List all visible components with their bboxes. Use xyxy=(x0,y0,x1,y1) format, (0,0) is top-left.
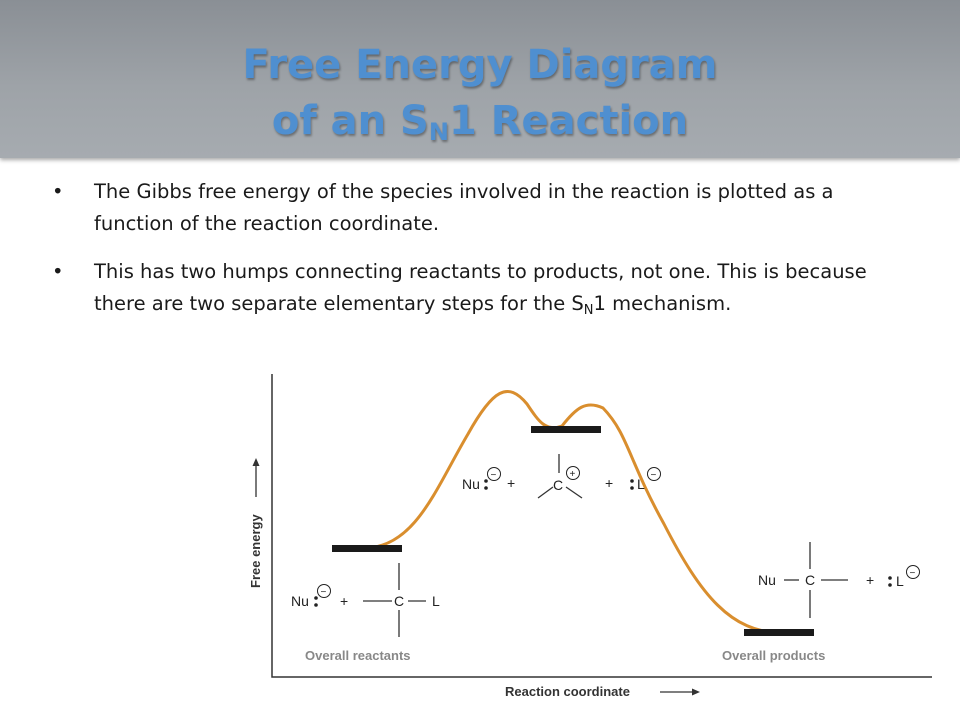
plus-sign: + xyxy=(340,593,348,609)
minus-charge-icon xyxy=(647,467,661,481)
energy-curve xyxy=(365,390,782,635)
bullet-dot: • xyxy=(52,180,64,203)
bullet-dot: • xyxy=(52,260,64,283)
overall-products-label: Overall products xyxy=(722,648,825,663)
svg-text:−: − xyxy=(491,470,497,481)
reactants-level xyxy=(332,545,402,552)
title-banner: Free Energy Diagram of an SN1 Reaction xyxy=(0,0,960,158)
carbocation-c-label: C xyxy=(553,477,563,493)
leaving-group-label: L xyxy=(637,476,645,492)
diagram-frame xyxy=(271,374,932,678)
svg-text:−: − xyxy=(910,568,916,579)
leaving-group-label: L xyxy=(432,593,440,609)
svg-text:−: − xyxy=(321,587,327,598)
minus-charge-icon xyxy=(487,467,501,481)
carbon-label: C xyxy=(805,572,815,588)
reactants-species: Nu − + C L xyxy=(291,563,440,637)
nu-label: Nu xyxy=(462,476,480,492)
plus-sign: + xyxy=(507,475,515,491)
minus-charge-icon xyxy=(906,565,920,579)
nu-label: Nu xyxy=(291,593,309,609)
svg-text:−: − xyxy=(651,470,657,481)
products-species: Nu C + L − xyxy=(758,542,920,618)
intermediate-species: Nu − + C + + L − xyxy=(462,454,661,499)
minus-charge-icon xyxy=(317,584,331,598)
bullet-1-text: The Gibbs free energy of the species inv… xyxy=(94,180,834,235)
title-line-1: Free Energy Diagram xyxy=(242,42,718,88)
plus-charge-icon xyxy=(566,466,580,480)
free-energy-diagram: Free energy Reaction coordinate Nu − + C… xyxy=(248,374,932,699)
svg-text:+: + xyxy=(570,469,576,480)
leaving-group-label: L xyxy=(896,573,904,589)
plus-sign: + xyxy=(605,475,613,491)
y-axis-label: Free energy xyxy=(248,514,263,588)
products-level xyxy=(744,629,814,636)
y-axis-arrowhead xyxy=(252,458,260,466)
x-axis-label: Reaction coordinate xyxy=(505,684,630,699)
intermediate-level xyxy=(531,426,601,433)
plus-sign: + xyxy=(866,572,874,588)
bullet-2-text: This has two humps connecting reactants … xyxy=(94,260,867,318)
title-line-2: of an SN1 Reaction xyxy=(271,98,689,146)
overall-reactants-label: Overall reactants xyxy=(305,648,411,663)
nu-label: Nu xyxy=(758,572,776,588)
x-axis-arrowhead xyxy=(692,688,700,696)
carbon-label: C xyxy=(394,593,404,609)
